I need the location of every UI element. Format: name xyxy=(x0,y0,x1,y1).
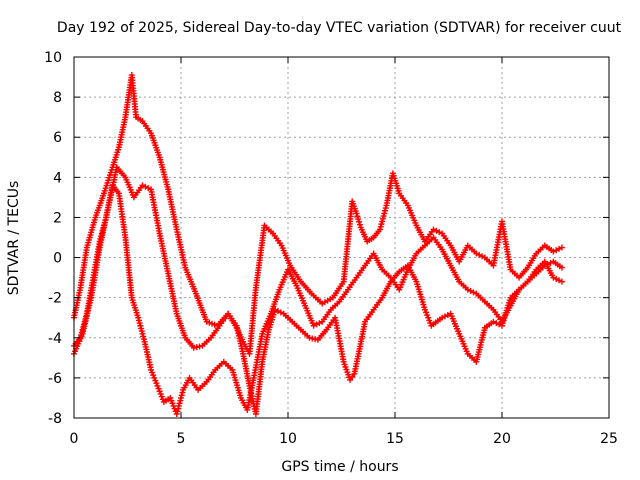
x-tick-label: 20 xyxy=(493,431,511,447)
chart-title: Day 192 of 2025, Sidereal Day-to-day VTE… xyxy=(57,20,622,36)
y-tick-label: 0 xyxy=(53,251,62,267)
y-tick-label: 2 xyxy=(53,210,62,226)
y-tick-label: -6 xyxy=(48,371,62,387)
interpolated-marker xyxy=(356,218,363,225)
y-tick-label: 4 xyxy=(53,170,62,186)
y-tick-label: 10 xyxy=(44,50,62,66)
x-axis-label: GPS time / hours xyxy=(281,459,398,475)
interpolated-marker xyxy=(354,213,361,220)
plot-frame xyxy=(73,56,610,419)
x-tick-labels: 0 5 10 15 20 25 xyxy=(70,431,618,447)
y-tick-label: -4 xyxy=(48,331,62,347)
series-3 xyxy=(71,182,565,417)
axis-ticks xyxy=(73,56,610,419)
y-axis-label: SDTVAR / TECUs xyxy=(6,181,22,296)
data-point xyxy=(558,278,565,285)
y-tick-label: -2 xyxy=(48,291,62,307)
x-tick-label: 25 xyxy=(600,431,618,447)
series-1 xyxy=(71,72,565,357)
y-tick-label: 6 xyxy=(53,130,62,146)
y-tick-label: -8 xyxy=(48,411,62,427)
data-point xyxy=(558,244,565,251)
data-point xyxy=(353,210,360,217)
data-series xyxy=(71,72,565,417)
interpolated-marker xyxy=(349,373,356,380)
grid-lines xyxy=(74,57,609,418)
y-tick-labels: -8 -6 -4 -2 0 2 4 6 8 10 xyxy=(44,50,62,427)
x-tick-label: 5 xyxy=(177,431,186,447)
x-tick-label: 0 xyxy=(70,431,79,447)
interpolated-marker xyxy=(355,216,362,223)
interpolated-marker xyxy=(356,221,363,228)
data-point xyxy=(347,376,354,383)
y-tick-label: 8 xyxy=(53,90,62,106)
x-tick-label: 15 xyxy=(386,431,404,447)
x-tick-label: 10 xyxy=(279,431,297,447)
data-point xyxy=(558,264,565,271)
